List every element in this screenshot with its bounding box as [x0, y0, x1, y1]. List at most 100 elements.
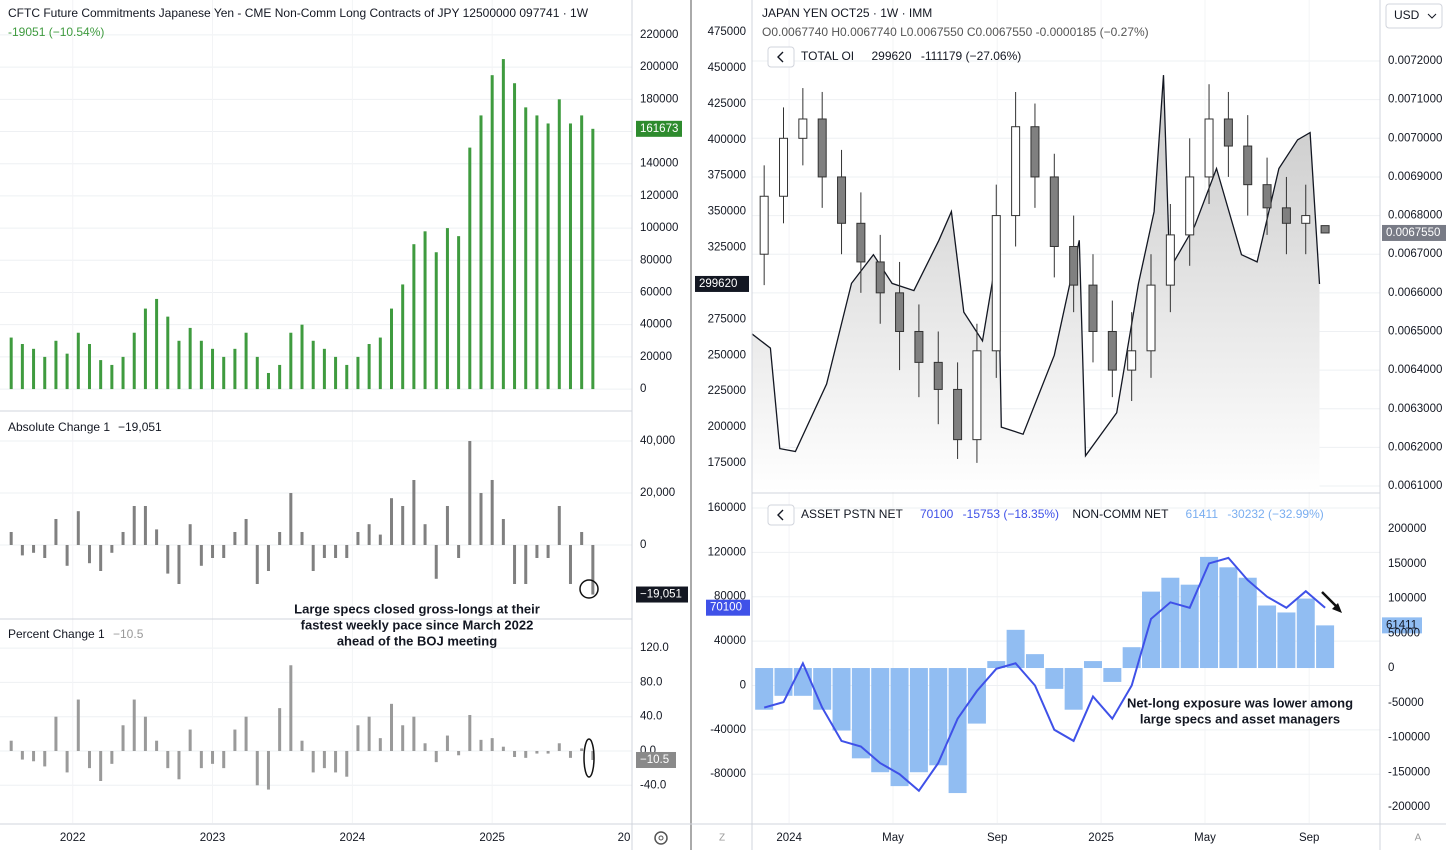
candle-body: [1223, 118, 1233, 147]
bar: [793, 668, 812, 696]
y-tick-label: 20000: [640, 351, 672, 363]
arrow-head: [1332, 603, 1342, 613]
bar: [580, 748, 584, 751]
candle-body: [856, 222, 866, 263]
settings-icon[interactable]: [654, 831, 668, 845]
bar: [266, 544, 270, 571]
candle-body: [817, 118, 827, 178]
candle-body: [837, 176, 847, 224]
bar: [501, 518, 505, 545]
bar: [121, 531, 125, 545]
candle-body: [1030, 126, 1040, 178]
y-tick-label: 120000: [640, 190, 678, 202]
y-tick-label: 40,000: [640, 435, 675, 447]
bar: [155, 740, 159, 751]
y-tick-label: 0.0070000: [1388, 132, 1442, 144]
bar: [909, 668, 928, 773]
bar: [99, 750, 103, 781]
bar: [345, 364, 349, 390]
bar: [54, 518, 58, 545]
candle-body: [798, 118, 808, 139]
currency-dropdown[interactable]: [1385, 3, 1443, 29]
bar: [143, 505, 147, 545]
y-tick-label: 0.0061000: [1388, 480, 1442, 492]
candle-body: [1243, 145, 1253, 186]
bar: [356, 356, 360, 390]
y-tick-label: 140000: [640, 158, 678, 170]
bar: [479, 739, 483, 751]
y-tick-label: 40000: [714, 635, 746, 647]
bar: [813, 668, 832, 710]
legend-value: 61411: [1186, 507, 1219, 521]
bar: [1238, 577, 1257, 669]
candle-body: [759, 195, 769, 255]
scale-button[interactable]: Z: [719, 833, 725, 844]
bar: [233, 729, 237, 751]
bar: [87, 750, 91, 769]
y-tick-label: 0.0064000: [1388, 364, 1442, 376]
bar: [1045, 668, 1064, 689]
bar: [948, 668, 967, 794]
y-tick-label: 220000: [640, 29, 678, 41]
bar: [987, 661, 1006, 669]
bar: [166, 544, 170, 574]
bar: [43, 750, 47, 767]
y-tick-label: -40.0: [640, 779, 666, 791]
price-badge: [1382, 617, 1422, 634]
collapse-button[interactable]: [767, 504, 795, 526]
bar: [121, 356, 125, 390]
candle-body: [1088, 284, 1098, 332]
bar: [535, 544, 539, 558]
bar: [289, 332, 293, 390]
bar: [132, 505, 136, 545]
x-tick-label: 2024: [776, 832, 802, 844]
bar: [244, 518, 248, 545]
price-badge: [1382, 224, 1446, 241]
bar: [367, 524, 371, 545]
y-tick-label: 400000: [708, 134, 746, 146]
bar: [266, 750, 270, 790]
collapse-button[interactable]: [767, 46, 795, 68]
bar: [32, 544, 36, 553]
bar: [1103, 668, 1122, 682]
y-tick-label: 175000: [708, 457, 746, 469]
y-tick-label: -50000: [1388, 697, 1424, 709]
annotation: Net-long exposure was lower among: [1127, 695, 1353, 710]
bar: [334, 544, 338, 558]
bar: [43, 544, 47, 558]
bar: [99, 544, 103, 571]
price-badge-label: −10.5: [640, 754, 669, 766]
bar: [9, 531, 13, 545]
bar: [211, 544, 215, 558]
y-tick-label: 0: [640, 539, 646, 551]
bar: [300, 531, 304, 545]
y-tick-label: 0.0062000: [1388, 441, 1442, 453]
bar: [166, 750, 170, 769]
candle-body: [895, 292, 905, 332]
pane-title: Absolute Change 1: [8, 420, 110, 434]
bar: [535, 115, 539, 390]
bar: [20, 344, 24, 390]
bar: [110, 544, 114, 553]
bar: [423, 743, 427, 751]
price-badge: [706, 599, 750, 616]
y-tick-label: 250000: [708, 349, 746, 361]
y-tick-label: 80.0: [640, 676, 662, 688]
auto-scale-button[interactable]: A: [1415, 833, 1422, 844]
price-badge: [636, 120, 682, 137]
bar: [143, 716, 147, 751]
legend-change: -15753 (−18.35%): [963, 507, 1059, 521]
x-tick-label: 2025: [1088, 832, 1114, 844]
bar: [65, 750, 69, 773]
bar: [434, 252, 438, 390]
bar: [1219, 567, 1238, 669]
y-tick-label: 0.0072000: [1388, 55, 1442, 67]
price-badge-label: 299620: [699, 278, 737, 290]
bar: [43, 356, 47, 390]
bar: [568, 750, 572, 758]
bar: [311, 544, 315, 571]
bar: [244, 332, 248, 390]
legend-name: NON-COMM NET: [1072, 507, 1169, 521]
bar: [87, 544, 91, 564]
annotation: ahead of the BOJ meeting: [337, 633, 497, 648]
